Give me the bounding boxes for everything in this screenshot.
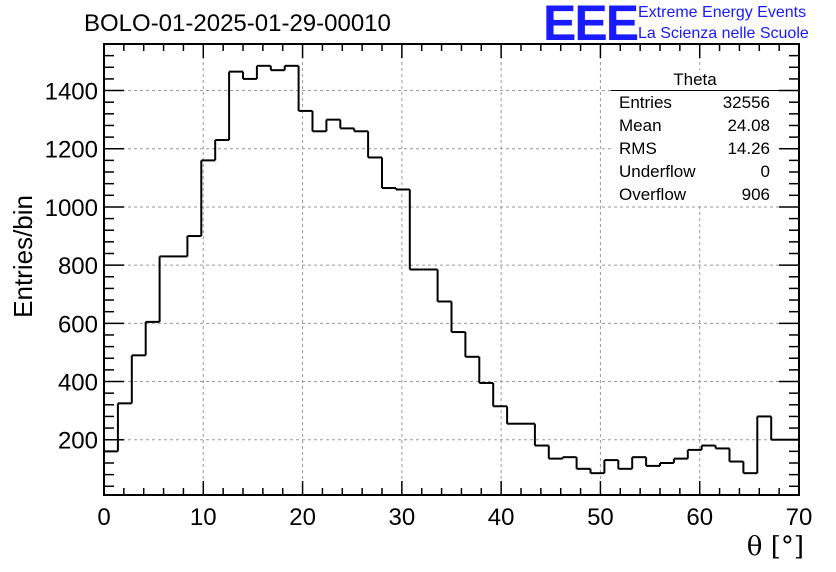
plot-frame [103, 43, 800, 496]
y-tick-label: 800 [58, 253, 98, 280]
stat-value: 14.26 [727, 139, 770, 158]
stat-row-underflow: Underflow 0 [611, 160, 779, 183]
y-tick-label: 1400 [45, 79, 98, 106]
stat-value: 32556 [722, 93, 770, 112]
x-tick-label: 0 [97, 504, 110, 531]
y-axis-label: Entries/bin [8, 195, 38, 318]
chart-title: BOLO-01-2025-01-29-00010 [84, 10, 391, 37]
histogram-series [104, 64, 799, 475]
stat-label: Overflow [619, 185, 687, 204]
stat-row-rms: RMS 14.26 [611, 137, 779, 160]
x-tick-label: 10 [190, 504, 217, 531]
stat-row-entries: Entries 32556 [611, 91, 779, 114]
stat-row-mean: Mean 24.08 [611, 114, 779, 137]
y-tick-label: 1000 [45, 195, 98, 222]
stat-label: Entries [619, 93, 672, 112]
x-axis-label: θ [°] [746, 532, 804, 562]
x-tick-label: 50 [587, 504, 614, 531]
y-tick-label: 400 [58, 370, 98, 397]
stats-title: Theta [611, 70, 779, 91]
stat-value: 906 [741, 185, 770, 204]
grid-lines [104, 44, 799, 495]
logo-text-line2: La Scienza nelle Scuole [638, 25, 809, 42]
eee-logo: EEE [543, 0, 639, 51]
x-tick-label: 40 [488, 504, 515, 531]
logo-text-line1: Extreme Energy Events [638, 4, 807, 21]
x-tick-label: 20 [289, 504, 316, 531]
axes [103, 43, 800, 496]
y-tick-label: 1200 [45, 137, 98, 164]
x-tick-label: 30 [389, 504, 416, 531]
y-tick-label: 200 [58, 428, 98, 455]
stats-box: Theta Entries 32556 Mean 24.08 RMS 14.26… [611, 70, 779, 206]
y-tick-label: 600 [58, 311, 98, 338]
x-tick-label: 60 [686, 504, 713, 531]
stat-value: 0 [760, 162, 770, 181]
tick-labels: 0 10 20 30 40 50 60 70 200 400 600 800 1000 1200 1400 [45, 79, 813, 531]
stat-value: 24.08 [727, 116, 770, 135]
stat-label: RMS [619, 139, 657, 158]
x-tick-label: 70 [786, 504, 813, 531]
stat-label: Underflow [619, 162, 696, 181]
stat-row-overflow: Overflow 906 [611, 183, 779, 206]
stat-label: Mean [619, 116, 662, 135]
